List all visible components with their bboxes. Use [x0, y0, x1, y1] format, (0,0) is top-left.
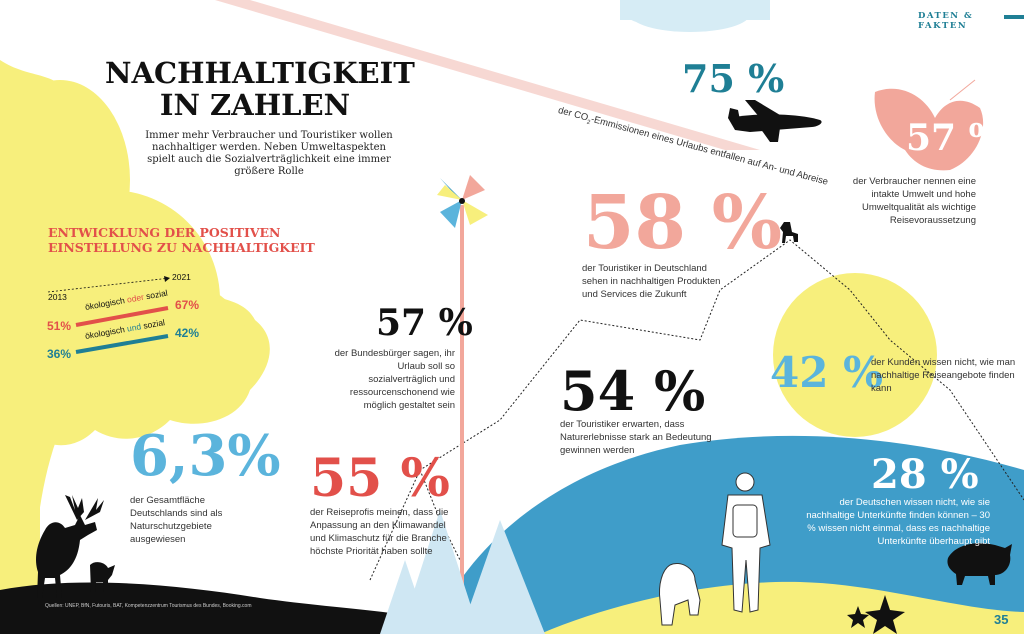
dev-line-oder — [75, 306, 169, 327]
sun-circle — [773, 273, 937, 437]
butterfly-icon — [874, 79, 984, 171]
dev-row1-end: 67% — [175, 298, 200, 312]
stat-28-value: 28 % — [871, 451, 979, 498]
title-block: NACHHALTIGKEIT IN ZAHLEN — [105, 56, 415, 122]
year-start: 2013 — [48, 292, 67, 302]
stat-58-value: 58 % — [583, 180, 783, 266]
pig-icon — [947, 543, 1012, 585]
development-chart — [47, 276, 171, 354]
stat-58-text: der Touristiker in Deutschland sehen in … — [582, 263, 721, 300]
year-end: 2021 — [172, 272, 191, 282]
cloud-icon — [620, 0, 770, 32]
sources-note: Quellen: UNEP, BfN, Futouris, BAT, Kompe… — [45, 603, 252, 609]
stat-63-value: 6,3% — [130, 423, 281, 489]
development-heading-line-1: ENTWICKLUNG DER POSITIVEN — [48, 225, 281, 240]
stat-57-consumers-text: der Verbraucher nennen eine intakte Umwe… — [852, 176, 976, 226]
stat-54-value: 54 % — [560, 359, 706, 423]
airplane-icon — [728, 100, 822, 142]
ground-dark — [0, 582, 430, 634]
pinwheel-icon — [437, 175, 488, 585]
section-label: DATEN & FAKTEN — [918, 11, 974, 31]
stat-57-citizens-text: der Bundesbürger sagen, ihr Urlaub soll … — [334, 348, 455, 411]
development-heading-line-2: EINSTELLUNG ZU NACHHALTIGKEIT — [48, 240, 315, 255]
stat-55-value: 55 % — [310, 448, 450, 509]
title-line-2: IN ZAHLEN — [159, 88, 351, 122]
hiker-icon — [721, 472, 771, 613]
tree-silhouette — [0, 60, 270, 634]
title-line-1: NACHHALTIGKEIT — [105, 56, 415, 90]
stat-28-text: der Deutschen wissen nicht, wie sie nach… — [806, 497, 990, 547]
flight-path — [215, 0, 760, 150]
intro-text: Immer mehr Verbraucher und Touristiker w… — [145, 130, 393, 177]
stat-57-consumers-value: 57 % — [906, 117, 1003, 159]
stat-55-text: der Reiseprofis meinen, dass die Anpassu… — [310, 507, 449, 557]
yellow-ground — [540, 581, 1024, 634]
dog-icon — [659, 563, 701, 626]
dev-row2-end: 42% — [175, 326, 200, 340]
stat-42-text: der Kunden wissen nicht, wie man nachhal… — [871, 357, 1016, 394]
page-number: 35 — [994, 612, 1009, 627]
header-bar — [1004, 15, 1024, 19]
stat-54-text: der Touristiker erwarten, dass Naturerle… — [560, 419, 712, 456]
deer-icon — [36, 495, 115, 598]
starfish-icon — [847, 595, 905, 634]
stat-57-citizens-value: 57 % — [376, 302, 473, 344]
dev-row2-start: 36% — [47, 347, 72, 361]
stat-75-value: 75 % — [682, 56, 785, 101]
mountain-line — [369, 239, 1024, 581]
dev-row1-start: 51% — [47, 319, 72, 333]
dev-line-und — [75, 334, 169, 354]
stat-63-text: der Gesamtfläche Deutschlands sind als N… — [130, 495, 223, 545]
stat-42-value: 42 % — [770, 348, 883, 397]
fir-tree-icon — [380, 510, 545, 634]
development-heading: ENTWICKLUNG DER POSITIVEN EINSTELLUNG ZU… — [48, 225, 315, 255]
goat-icon — [780, 222, 798, 243]
